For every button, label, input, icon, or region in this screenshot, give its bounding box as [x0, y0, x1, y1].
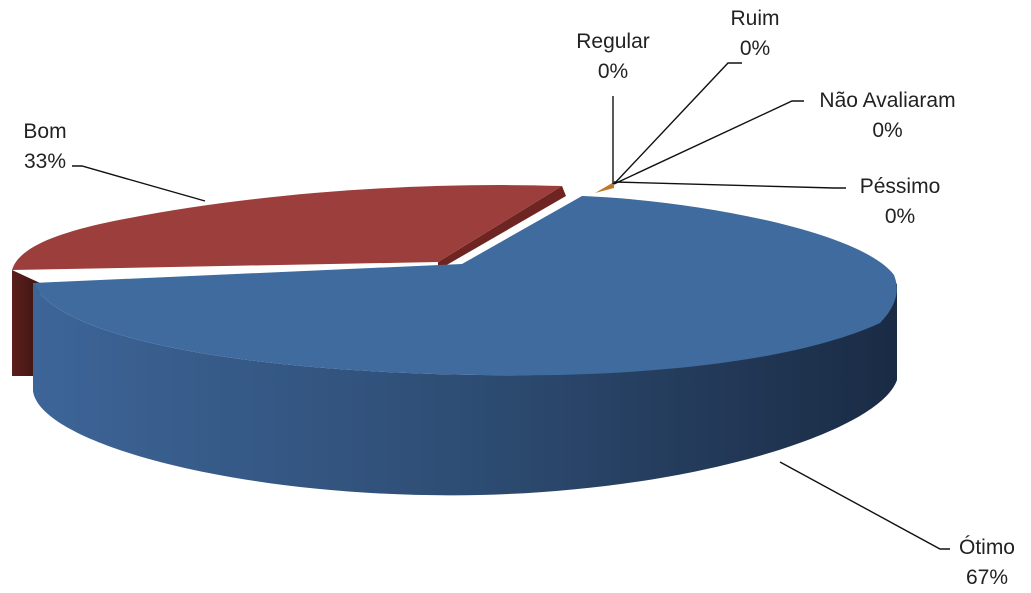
label-ruim: Ruim 0% [720, 4, 790, 64]
label-bom-name: Bom [23, 120, 67, 143]
slice-regular [595, 182, 614, 193]
leader-line-otimo [779, 461, 950, 550]
slice-otimo [33, 196, 897, 376]
slice-otimo-side [33, 283, 897, 496]
leader-line-ruim [613, 62, 742, 185]
label-otimo: Ótimo 67% [946, 533, 1028, 593]
label-nao-avaliaram-name: Não Avaliaram [819, 89, 956, 112]
pie-chart [12, 62, 950, 550]
leader-line-bom [72, 165, 206, 202]
label-nao-avaliaram-value: 0% [872, 119, 903, 142]
label-regular-value: 0% [597, 60, 629, 83]
label-regular-name: Regular [576, 30, 650, 53]
label-otimo-name: Ótimo [958, 536, 1015, 559]
leader-line-nao-avaliaram [613, 100, 804, 185]
label-pessimo-value: 0% [884, 205, 916, 228]
label-pessimo: Péssimo 0% [845, 172, 955, 232]
label-regular: Regular 0% [568, 27, 658, 87]
label-bom-value: 33% [23, 150, 67, 173]
label-pessimo-name: Péssimo [859, 175, 941, 198]
label-bom: Bom 33% [14, 117, 76, 177]
label-ruim-name: Ruim [730, 7, 780, 30]
leader-line-pessimo [613, 181, 846, 189]
slice-bom [12, 185, 562, 270]
slice-bom-cut [438, 186, 566, 270]
label-ruim-value: 0% [739, 37, 771, 60]
label-nao-avaliaram: Não Avaliaram 0% [800, 86, 975, 146]
label-otimo-value: 67% [965, 566, 1009, 589]
